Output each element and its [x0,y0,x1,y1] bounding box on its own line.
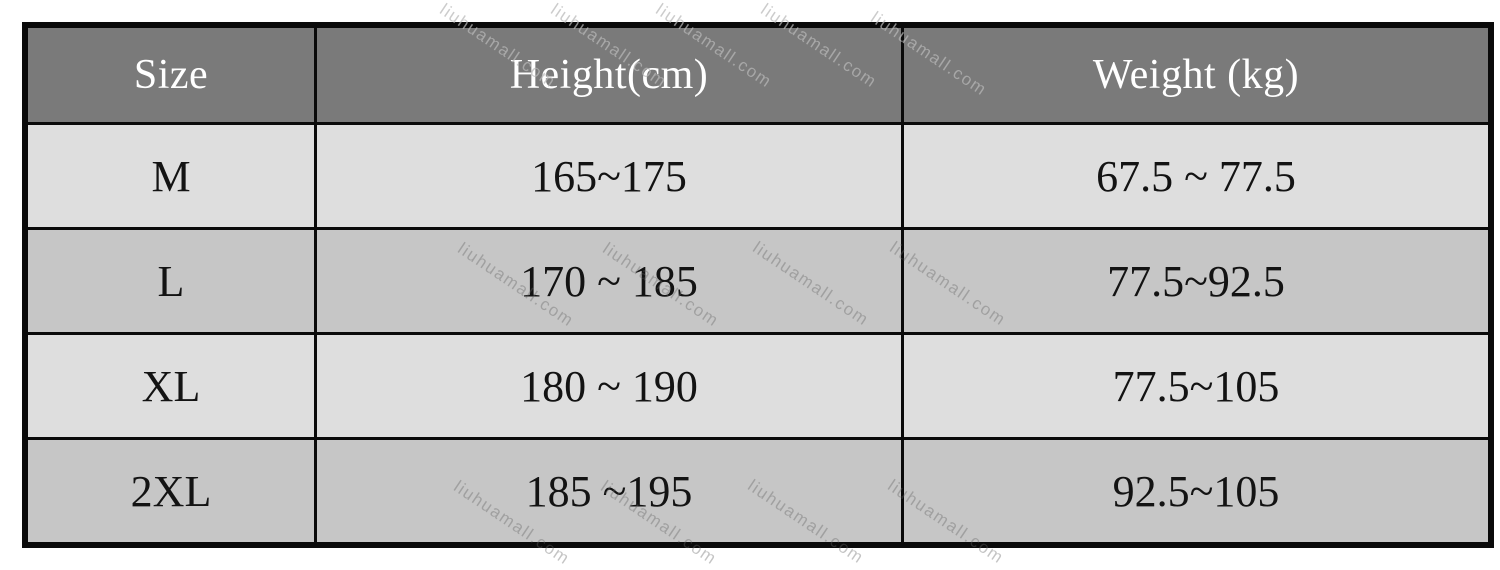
cell-xl-size: XL [23,332,317,440]
size-table-header: Size Height(cm) Weight (kg) [23,23,1493,125]
size-table: Size Height(cm) Weight (kg) M 165~175 67… [22,22,1494,548]
cell-l-height: 170 ~ 185 [314,227,904,335]
table-row-l: L 170 ~ 185 77.5~92.5 [23,227,1493,335]
table-row-xl: XL 180 ~ 190 77.5~105 [23,332,1493,440]
cell-2xl-weight: 92.5~105 [901,437,1493,547]
column-header-weight: Weight (kg) [901,23,1493,125]
table-row-m: M 165~175 67.5 ~ 77.5 [23,122,1493,230]
size-table-body: M 165~175 67.5 ~ 77.5 L 170 ~ 185 77.5~9… [23,122,1493,547]
cell-xl-weight: 77.5~105 [901,332,1493,440]
cell-l-weight: 77.5~92.5 [901,227,1493,335]
table-row-2xl: 2XL 185 ~195 92.5~105 [23,437,1493,547]
cell-m-height: 165~175 [314,122,904,230]
cell-m-size: M [23,122,317,230]
column-header-size: Size [23,23,317,125]
header-row: Size Height(cm) Weight (kg) [23,23,1493,125]
cell-xl-height: 180 ~ 190 [314,332,904,440]
cell-m-weight: 67.5 ~ 77.5 [901,122,1493,230]
cell-2xl-height: 185 ~195 [314,437,904,547]
cell-l-size: L [23,227,317,335]
cell-2xl-size: 2XL [23,437,317,547]
column-header-height: Height(cm) [314,23,904,125]
